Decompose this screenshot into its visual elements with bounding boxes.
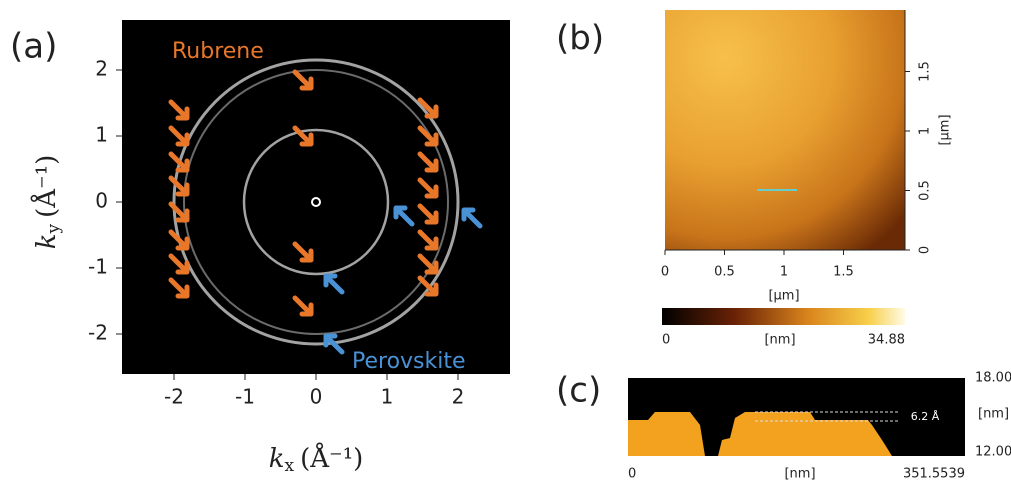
diffraction-image xyxy=(122,20,510,374)
y-tick-label: 1.5 xyxy=(918,61,933,82)
y-tick-label: 2 xyxy=(95,57,108,81)
y-tick-label: 1 xyxy=(918,127,933,135)
x-axis-label: [µm] xyxy=(768,289,799,304)
x-min: 0 xyxy=(628,467,636,482)
y-min: 12.00 xyxy=(975,445,1011,460)
y-tick-label: 0 xyxy=(95,189,108,213)
y-max: 18.00 xyxy=(975,371,1011,386)
colorbar-max: 34.88 xyxy=(868,333,905,348)
figure: (a) Rubrene Perovskite kx(Å⁻¹) ky(Å⁻¹) (… xyxy=(0,0,1011,484)
colorbar-min: 0 xyxy=(662,333,670,348)
y-tick-label: -1 xyxy=(88,255,108,279)
colorbar-unit: [nm] xyxy=(764,333,795,348)
annotation: Rubrene xyxy=(172,39,264,64)
y-tick-label: 1 xyxy=(95,123,108,147)
y-axis-label: ky(Å⁻¹) xyxy=(30,155,64,250)
panel-label: (a) xyxy=(10,27,57,67)
x-axis-label: kx(Å⁻¹) xyxy=(269,442,364,476)
x-tick-label: 1 xyxy=(381,385,394,409)
x-tick-label: 1.5 xyxy=(833,265,854,280)
x-tick-label: -2 xyxy=(164,385,184,409)
x-tick-label: 1 xyxy=(780,265,788,280)
x-tick-label: 0 xyxy=(661,265,669,280)
colorbar xyxy=(662,308,905,325)
x-max: 351.5539 xyxy=(903,467,965,482)
y-tick-label: -2 xyxy=(88,321,108,345)
x-tick-label: -1 xyxy=(235,385,255,409)
x-tick-label: 0.5 xyxy=(714,265,735,280)
x-tick-label: 2 xyxy=(452,385,465,409)
panel-label: (c) xyxy=(556,371,601,411)
x-tick-label: 0 xyxy=(310,385,323,409)
y-unit: [nm] xyxy=(978,407,1009,422)
afm-image xyxy=(665,10,905,250)
panel-label: (b) xyxy=(556,19,604,59)
y-tick-label: 0.5 xyxy=(918,180,933,201)
y-axis-label: [µm] xyxy=(938,114,953,145)
y-tick-label: 0 xyxy=(918,246,933,254)
step-label: 6.2 Å xyxy=(911,410,940,423)
x-unit: [nm] xyxy=(784,467,815,482)
annotation: Perovskite xyxy=(352,349,466,374)
